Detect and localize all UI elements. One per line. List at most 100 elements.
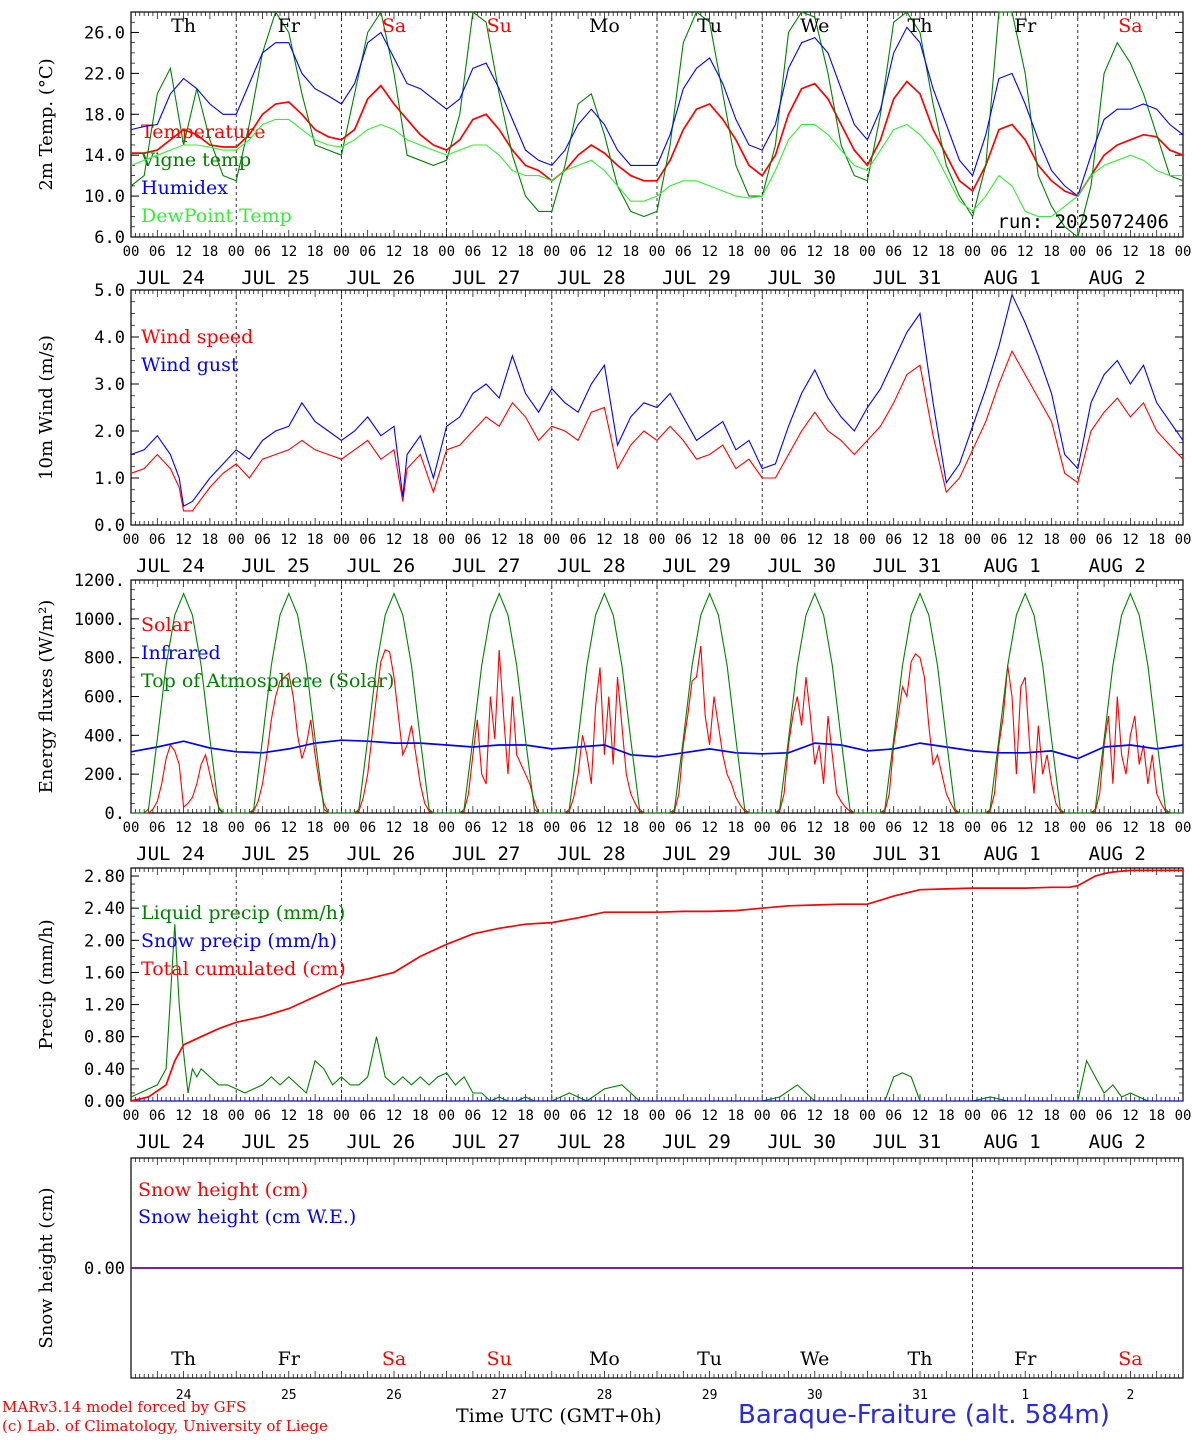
x-hour-label: 18 bbox=[412, 1108, 429, 1124]
x-hour-label: 12 bbox=[491, 532, 508, 548]
x-hour-label: 00 bbox=[964, 532, 981, 548]
y-tick-label: 14.0 bbox=[84, 146, 125, 166]
x-hour-label: 00 bbox=[859, 820, 876, 836]
x-hour-label: 12 bbox=[806, 820, 823, 836]
x-hour-label: 00 bbox=[859, 532, 876, 548]
x-hour-label: 18 bbox=[727, 244, 744, 260]
x-hour-label: 18 bbox=[938, 244, 955, 260]
y-axis-label: 10m Wind (m/s) bbox=[36, 335, 57, 480]
x-hour-label: 12 bbox=[1017, 820, 1034, 836]
x-hour-label: 00 bbox=[333, 820, 350, 836]
x-hour-label: 00 bbox=[438, 532, 455, 548]
x-hour-label: 06 bbox=[990, 244, 1007, 260]
x-hour-label: 18 bbox=[201, 532, 218, 548]
x-hour-label: 18 bbox=[1148, 532, 1165, 548]
x-hour-label: 00 bbox=[754, 1108, 771, 1124]
x-hour-label: 12 bbox=[701, 532, 718, 548]
x-date-label: JUL 26 bbox=[347, 267, 416, 289]
x-hour-label: 18 bbox=[307, 820, 324, 836]
x-hour-label: 06 bbox=[464, 532, 481, 548]
y-tick-label: 0.00 bbox=[84, 1259, 125, 1279]
x-hour-label: 00 bbox=[123, 532, 140, 548]
x-hour-label: 06 bbox=[149, 244, 166, 260]
x-hour-label: 00 bbox=[1069, 532, 1086, 548]
x-date-label: AUG 2 bbox=[1089, 267, 1146, 289]
x-hour-label: 00 bbox=[1175, 244, 1192, 260]
x-hour-label: 06 bbox=[149, 820, 166, 836]
legend-entry: Humidex bbox=[141, 177, 228, 199]
y-tick-label: 22.0 bbox=[84, 64, 125, 84]
x-hour-label: 00 bbox=[123, 820, 140, 836]
x-hour-label: 00 bbox=[333, 244, 350, 260]
day-name-label: Fr bbox=[278, 15, 301, 37]
x-hour-label: 12 bbox=[1122, 1108, 1139, 1124]
x-hour-label: 12 bbox=[912, 532, 929, 548]
panel-1: 6.0 10.0 14.0 18.0 22.0 26.0 2m Temp. (°C) 00 06… bbox=[36, 10, 1192, 289]
x-date-label: JUL 31 bbox=[873, 1131, 942, 1153]
x-hour-label: 06 bbox=[885, 1108, 902, 1124]
day-name-label: Fr bbox=[278, 1348, 301, 1370]
x-date-label: JUL 27 bbox=[452, 843, 521, 865]
x-hour-label: 06 bbox=[780, 244, 797, 260]
x-hour-label: 18 bbox=[622, 1108, 639, 1124]
x-hour-label: 18 bbox=[1043, 820, 1060, 836]
x-hour-label: 00 bbox=[754, 820, 771, 836]
x-hour-label: 12 bbox=[491, 244, 508, 260]
series-line-wind-speed bbox=[130, 349, 1184, 512]
x-hour-label: 06 bbox=[1096, 532, 1113, 548]
x-hour-label: 06 bbox=[885, 820, 902, 836]
x-hour-label: 18 bbox=[201, 244, 218, 260]
x-hour-label: 06 bbox=[254, 244, 271, 260]
day-name-label: Su bbox=[487, 15, 512, 37]
x-hour-label: 18 bbox=[307, 244, 324, 260]
x-hour-label: 12 bbox=[596, 1108, 613, 1124]
y-tick-label: 2.0 bbox=[94, 422, 125, 442]
x-date-label: JUL 29 bbox=[662, 267, 731, 289]
x-hour-label: 00 bbox=[1069, 1108, 1086, 1124]
x-date-label: JUL 27 bbox=[452, 267, 521, 289]
x-hour-label: 12 bbox=[386, 244, 403, 260]
x-hour-label: 00 bbox=[1175, 532, 1192, 548]
series-line-infrared bbox=[130, 739, 1184, 760]
x-hour-label: 18 bbox=[307, 1108, 324, 1124]
x-hour-label: 12 bbox=[1122, 820, 1139, 836]
x-hour-label: 12 bbox=[386, 532, 403, 548]
x-date-label: JUL 29 bbox=[662, 1131, 731, 1153]
day-name-label: Fr bbox=[1014, 15, 1037, 37]
x-date-label: JUL 29 bbox=[662, 555, 731, 577]
y-tick-label: 10.0 bbox=[84, 187, 125, 207]
day-name-label: Th bbox=[908, 1348, 933, 1370]
legend-entry: Wind gust bbox=[141, 354, 239, 376]
legend-entry: Snow height (cm) bbox=[138, 1179, 308, 1201]
x-hour-label: 00 bbox=[649, 1108, 666, 1124]
x-date-label: JUL 31 bbox=[873, 843, 942, 865]
x-hour-label: 12 bbox=[280, 532, 297, 548]
x-date-label: JUL 28 bbox=[557, 555, 626, 577]
x-hour-label: 18 bbox=[727, 1108, 744, 1124]
plot-frame bbox=[130, 11, 1184, 238]
y-tick-label: 0.00 bbox=[84, 1092, 125, 1112]
x-date-label: JUL 31 bbox=[873, 555, 942, 577]
x-hour-label: 18 bbox=[1148, 820, 1165, 836]
x-hour-label: 06 bbox=[464, 820, 481, 836]
x-hour-label: 06 bbox=[990, 532, 1007, 548]
x-hour-label: 06 bbox=[464, 244, 481, 260]
x-date-label: JUL 24 bbox=[136, 267, 205, 289]
legend-entry: Infrared bbox=[141, 642, 221, 664]
panel-2: 0.0 1.0 2.0 3.0 4.0 5.0 10m Wind (m/s) 00 06 12 18… bbox=[36, 281, 1191, 577]
x-hour-label: 18 bbox=[1043, 244, 1060, 260]
day-number-label: 30 bbox=[807, 1388, 823, 1403]
day-number-label: 27 bbox=[491, 1388, 507, 1403]
legend-entry: Total cumulated (cm) bbox=[141, 958, 346, 980]
day-name-label: Tu bbox=[697, 1348, 722, 1370]
x-hour-label: 00 bbox=[1069, 244, 1086, 260]
x-hour-label: 12 bbox=[596, 820, 613, 836]
x-date-label: AUG 1 bbox=[983, 267, 1040, 289]
x-hour-label: 06 bbox=[1096, 1108, 1113, 1124]
x-hour-label: 12 bbox=[912, 1108, 929, 1124]
y-tick-label: 2.80 bbox=[84, 867, 125, 887]
x-hour-label: 12 bbox=[1122, 532, 1139, 548]
x-hour-label: 00 bbox=[1175, 820, 1192, 836]
x-hour-label: 18 bbox=[622, 820, 639, 836]
x-hour-label: 12 bbox=[701, 244, 718, 260]
